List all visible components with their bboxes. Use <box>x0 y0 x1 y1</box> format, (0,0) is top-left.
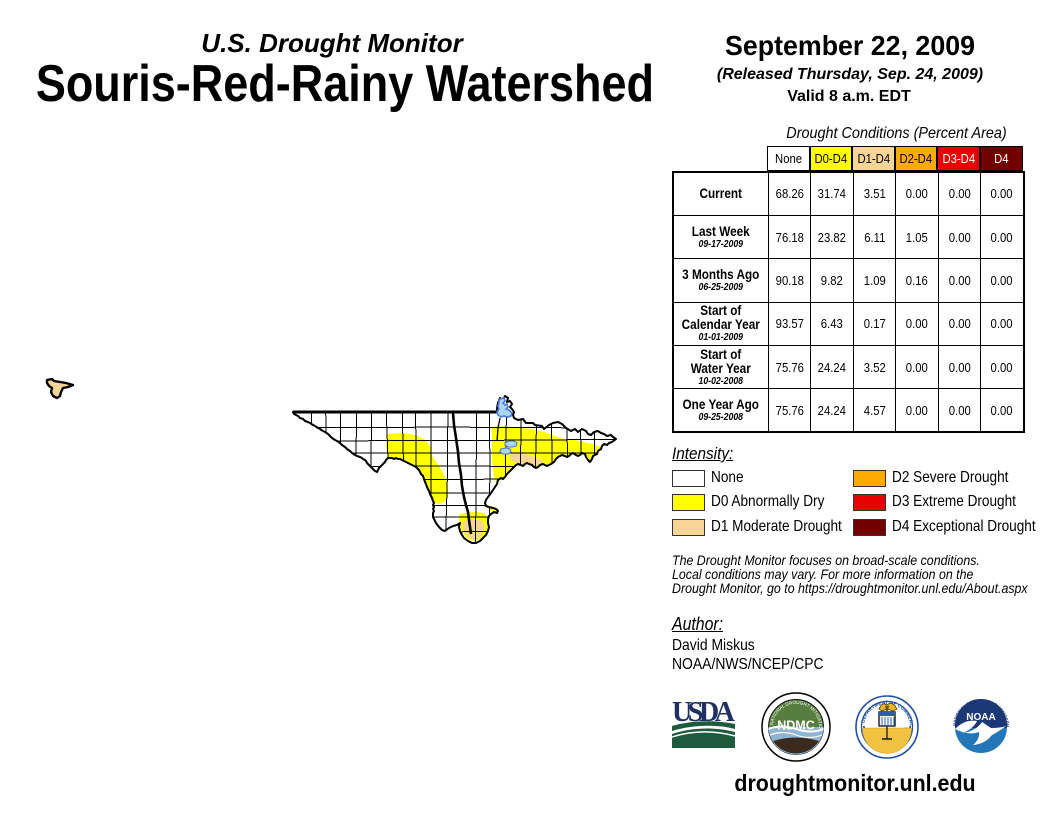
svg-text:NOAA: NOAA <box>966 712 995 723</box>
svg-text:NDMC: NDMC <box>777 719 815 733</box>
